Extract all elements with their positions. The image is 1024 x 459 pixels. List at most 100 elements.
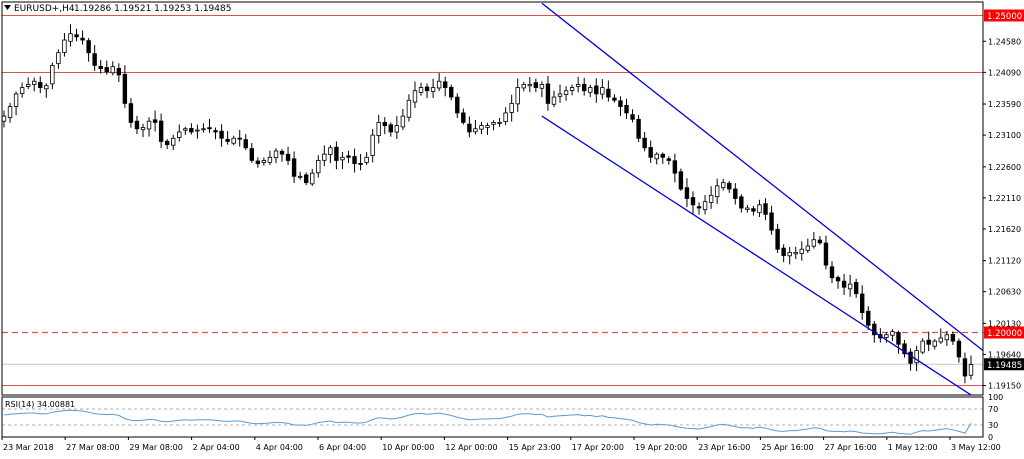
candle[interactable] — [303, 172, 309, 186]
candle[interactable] — [594, 78, 599, 103]
candle[interactable] — [503, 107, 508, 126]
candle[interactable] — [702, 194, 708, 215]
candle[interactable] — [600, 79, 605, 100]
candle[interactable] — [485, 122, 490, 135]
candle[interactable] — [775, 223, 780, 254]
candle[interactable] — [751, 205, 756, 216]
candle[interactable] — [509, 94, 514, 122]
candle[interactable] — [660, 152, 665, 164]
candle[interactable] — [545, 76, 551, 111]
candle[interactable] — [92, 45, 97, 71]
candle[interactable] — [449, 84, 454, 101]
candle[interactable] — [817, 236, 823, 245]
candle[interactable] — [98, 59, 103, 74]
candle[interactable] — [104, 60, 109, 75]
candle[interactable] — [316, 155, 321, 178]
candle[interactable] — [116, 63, 122, 82]
candle[interactable] — [914, 345, 919, 372]
candle[interactable] — [467, 116, 472, 138]
candle[interactable] — [207, 118, 212, 133]
candle[interactable] — [575, 76, 581, 93]
candle[interactable] — [340, 151, 345, 170]
candle[interactable] — [666, 156, 672, 165]
candle[interactable] — [642, 131, 647, 152]
candle[interactable] — [56, 49, 61, 69]
candle[interactable] — [696, 202, 702, 215]
candle[interactable] — [334, 141, 339, 170]
channel-lower-line[interactable] — [541, 115, 993, 409]
candle[interactable] — [733, 183, 738, 205]
candle[interactable] — [418, 82, 424, 96]
candle[interactable] — [690, 191, 696, 214]
dropdown-triangle-icon[interactable] — [4, 5, 11, 10]
candle[interactable] — [455, 93, 460, 118]
candle[interactable] — [781, 244, 786, 263]
candle[interactable] — [654, 152, 659, 165]
candle[interactable] — [122, 65, 128, 108]
candle[interactable] — [400, 109, 406, 131]
candle[interactable] — [297, 171, 303, 180]
candle[interactable] — [146, 117, 152, 137]
candle[interactable] — [491, 120, 496, 131]
candle[interactable] — [158, 113, 164, 149]
candle[interactable] — [926, 331, 931, 352]
candle[interactable] — [461, 108, 466, 125]
candle[interactable] — [624, 98, 629, 119]
candle[interactable] — [394, 116, 400, 139]
candle[interactable] — [896, 330, 901, 354]
candle[interactable] — [7, 102, 13, 123]
candle[interactable] — [291, 151, 297, 184]
candle[interactable] — [479, 122, 484, 135]
candle[interactable] — [44, 83, 49, 98]
candle[interactable] — [328, 144, 333, 164]
candle[interactable] — [908, 348, 913, 371]
candle[interactable] — [763, 198, 768, 221]
candle[interactable] — [727, 180, 732, 193]
candle[interactable] — [370, 128, 375, 163]
candle[interactable] — [902, 340, 907, 358]
candle[interactable] — [805, 238, 811, 254]
candle[interactable] — [38, 76, 43, 94]
candle[interactable] — [648, 140, 653, 163]
candle[interactable] — [310, 168, 315, 186]
candle[interactable] — [152, 110, 158, 132]
candle[interactable] — [890, 329, 895, 342]
candle[interactable] — [213, 127, 218, 140]
candle[interactable] — [19, 82, 25, 98]
candle[interactable] — [267, 150, 273, 165]
candle[interactable] — [322, 145, 327, 167]
candle[interactable] — [406, 94, 412, 122]
candle[interactable] — [612, 94, 617, 103]
candle[interactable] — [860, 285, 865, 320]
rsi-series-line[interactable] — [3, 409, 972, 435]
candle[interactable] — [68, 24, 73, 47]
candle[interactable] — [86, 38, 91, 62]
candle[interactable] — [346, 150, 351, 163]
candle[interactable] — [938, 328, 943, 344]
candle[interactable] — [243, 133, 248, 151]
candle[interactable] — [74, 28, 79, 42]
candle[interactable] — [956, 338, 962, 363]
candle[interactable] — [787, 246, 792, 265]
candle[interactable] — [164, 139, 170, 149]
candle[interactable] — [32, 77, 37, 92]
candle[interactable] — [811, 232, 817, 249]
candle[interactable] — [557, 84, 563, 103]
candle[interactable] — [563, 86, 569, 101]
candle[interactable] — [171, 134, 176, 151]
candle[interactable] — [968, 355, 974, 380]
candle[interactable] — [950, 331, 956, 345]
candle[interactable] — [582, 77, 587, 96]
candle[interactable] — [249, 143, 254, 163]
candle[interactable] — [382, 117, 387, 135]
candle[interactable] — [195, 124, 200, 139]
candle[interactable] — [255, 157, 261, 168]
candle[interactable] — [430, 78, 436, 98]
candle[interactable] — [962, 352, 968, 384]
candle[interactable] — [279, 149, 285, 162]
candle[interactable] — [866, 306, 871, 331]
channel-upper-line[interactable] — [541, 2, 993, 358]
candle[interactable] — [521, 81, 526, 92]
candle[interactable] — [721, 178, 726, 191]
